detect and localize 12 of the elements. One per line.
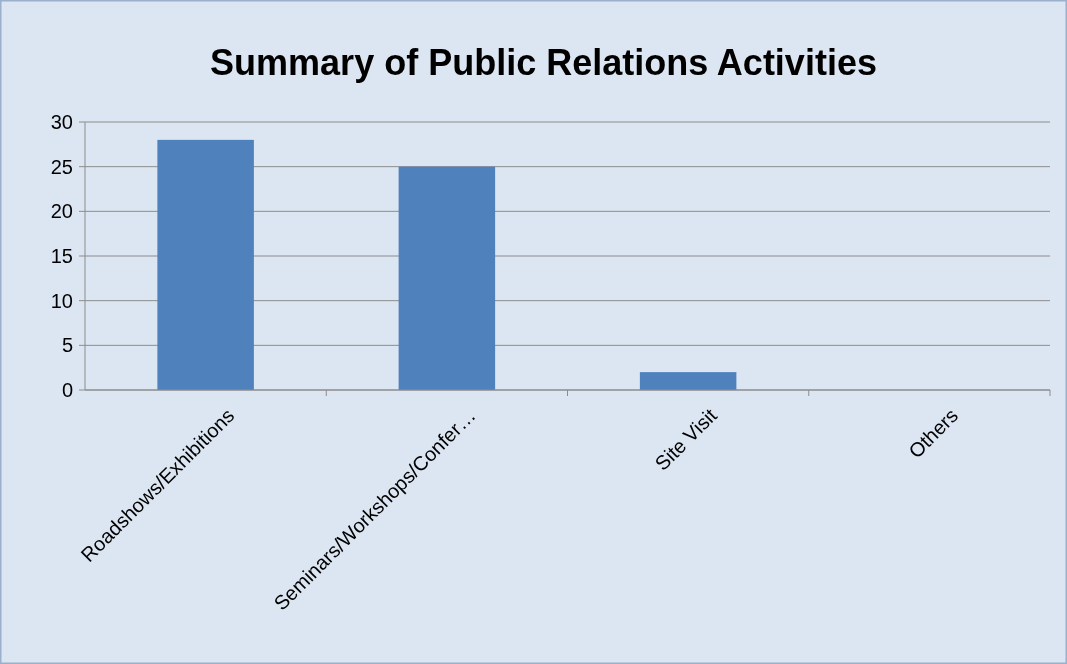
y-tick-label: 10 bbox=[50, 289, 73, 312]
y-tick-label: 5 bbox=[61, 334, 73, 357]
y-tick-label: 15 bbox=[50, 245, 73, 267]
bar bbox=[639, 372, 737, 390]
y-tick-label: 0 bbox=[61, 379, 73, 401]
chart-title: Summary of Public Relations Activities bbox=[210, 42, 877, 83]
bar bbox=[157, 139, 254, 390]
y-tick-label: 25 bbox=[50, 155, 73, 178]
y-tick-label: 30 bbox=[50, 111, 73, 133]
bar bbox=[398, 166, 496, 390]
y-tick-label: 20 bbox=[50, 200, 73, 223]
x-tick-label: Site Visit bbox=[650, 403, 722, 475]
